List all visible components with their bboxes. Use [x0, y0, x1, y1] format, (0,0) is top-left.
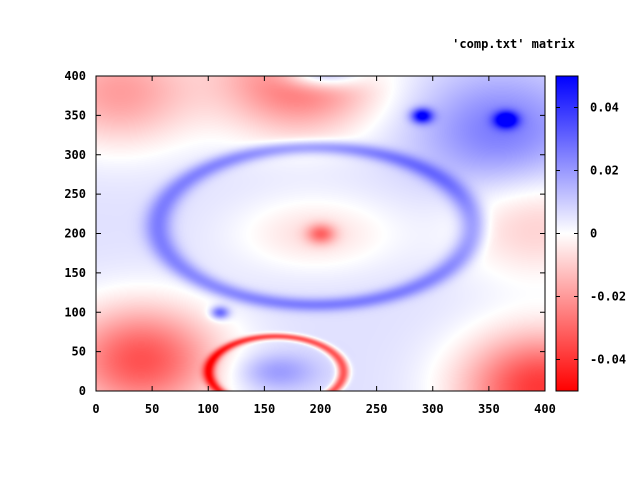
y-tick-label: 350 — [64, 108, 86, 122]
colorbar-tick-label: -0.04 — [590, 353, 626, 367]
x-tick-label: 250 — [366, 402, 388, 416]
x-axis: 0 50 100 150 200 250 300 350 400 — [92, 76, 556, 416]
y-tick-label: 300 — [64, 148, 86, 162]
y-tick-label: 100 — [64, 305, 86, 319]
x-tick-label: 50 — [145, 402, 159, 416]
x-tick-label: 0 — [92, 402, 99, 416]
y-tick-label: 50 — [72, 345, 86, 359]
y-tick-label: 250 — [64, 187, 86, 201]
y-axis: 0 50 100 150 200 250 300 350 400 — [64, 69, 545, 398]
colorbar-tick-label: 0 — [590, 227, 597, 241]
x-tick-label: 350 — [478, 402, 500, 416]
y-tick-label: 400 — [64, 69, 86, 83]
colorbar-tick-label: 0.02 — [590, 164, 619, 178]
x-tick-label: 100 — [197, 402, 219, 416]
heatmap-image — [96, 76, 545, 391]
colorbar-tick-label: -0.02 — [590, 290, 626, 304]
heatmap-area — [95, 75, 546, 392]
chart-title: 'comp.txt' matrix — [452, 37, 575, 51]
x-tick-label: 200 — [310, 402, 332, 416]
y-tick-label: 0 — [79, 384, 86, 398]
colorbar-ticks: 0.04 0.02 0 -0.02 -0.04 — [556, 101, 626, 367]
x-tick-label: 400 — [534, 402, 556, 416]
y-tick-label: 150 — [64, 266, 86, 280]
y-tick-label: 200 — [64, 227, 86, 241]
x-tick-label: 300 — [422, 402, 444, 416]
colorbar-tick-label: 0.04 — [590, 101, 619, 115]
x-tick-label: 150 — [254, 402, 276, 416]
colorbar: 0.04 0.02 0 -0.02 -0.04 — [555, 75, 626, 392]
